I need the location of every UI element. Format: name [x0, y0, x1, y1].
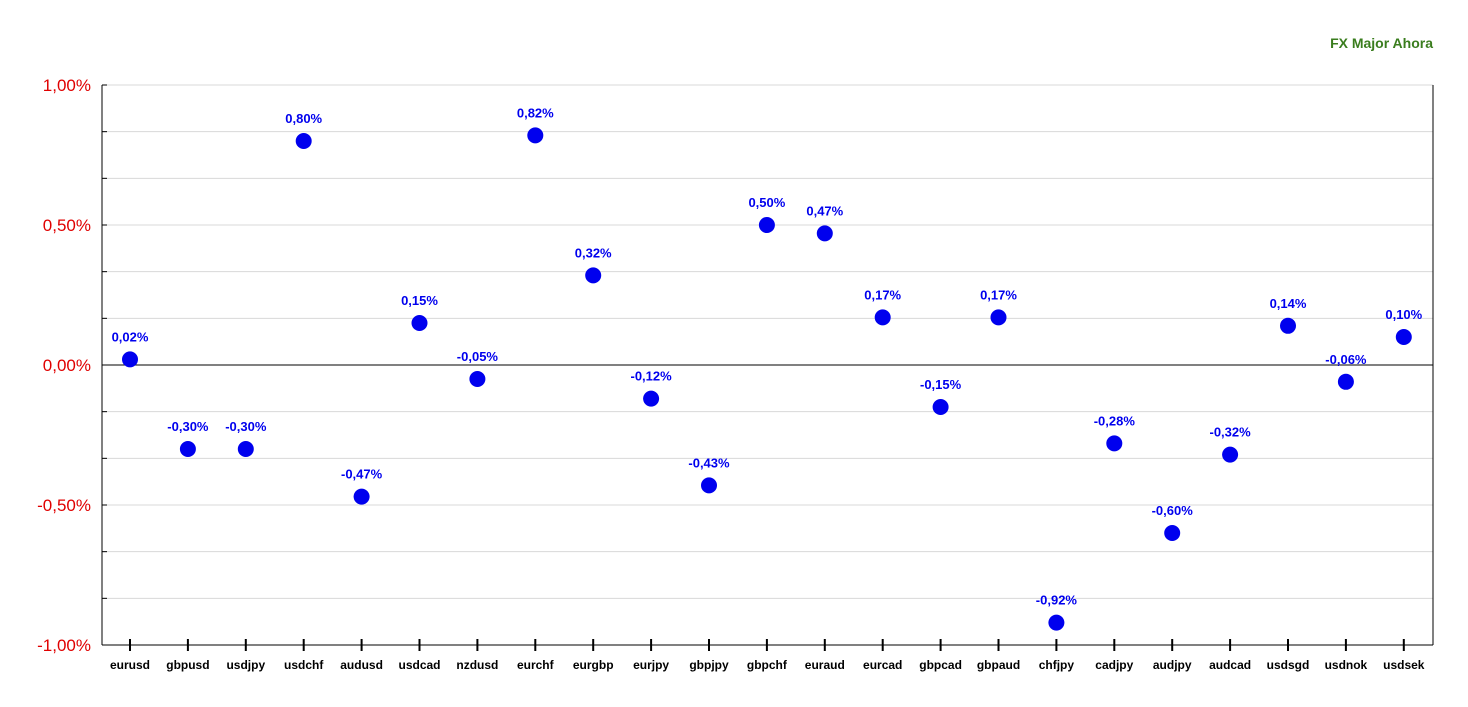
- data-label: -0,12%: [630, 369, 672, 384]
- data-point: [469, 371, 486, 387]
- data-label: 0,47%: [806, 203, 843, 218]
- data-point: [816, 225, 833, 242]
- data-point: [179, 441, 196, 457]
- x-tick-label: euraud: [805, 658, 845, 672]
- data-point: [527, 127, 544, 144]
- data-label: 0,10%: [1385, 307, 1422, 322]
- x-tick-label: chfjpy: [1039, 658, 1075, 672]
- x-tick-label: audjpy: [1153, 658, 1192, 672]
- x-tick-label: usdcad: [398, 658, 440, 672]
- x-tick-label: usdsgd: [1267, 658, 1310, 672]
- data-label: 0,15%: [401, 293, 438, 308]
- data-label: 0,82%: [517, 105, 554, 120]
- x-tick-label: eurgbp: [573, 658, 614, 672]
- data-labels: 0,02% -0,30% -0,30% 0,80% -0,47% 0,15% -0,05% 0…: [112, 105, 1423, 607]
- data-label: -0,60%: [1152, 503, 1194, 518]
- data-label: -0,92%: [1036, 593, 1078, 608]
- data-point: [990, 309, 1007, 326]
- data-label: -0,15%: [920, 377, 962, 392]
- data-point: [1222, 446, 1239, 463]
- gridlines: [102, 84, 1433, 646]
- y-tick-label: 1,00%: [43, 76, 91, 95]
- data-point: [1164, 525, 1181, 541]
- data-label: -0,43%: [688, 455, 730, 470]
- x-tick-label: usdjpy: [226, 658, 265, 672]
- data-label: -0,30%: [167, 419, 209, 434]
- data-label: 0,80%: [285, 111, 322, 126]
- data-point: [874, 309, 891, 326]
- data-label: -0,06%: [1325, 352, 1367, 367]
- axes: [101, 84, 1434, 651]
- data-label: 0,50%: [748, 195, 785, 210]
- x-tick-label: audusd: [340, 658, 383, 672]
- x-tick-label: nzdusd: [456, 658, 498, 672]
- x-tick-label: gbpaud: [977, 658, 1020, 672]
- data-point: [122, 351, 138, 368]
- x-tick-label: eurusd: [110, 658, 150, 672]
- data-point: [585, 267, 602, 284]
- x-tick-label: usdnok: [1325, 658, 1368, 672]
- x-tick-label: audcad: [1209, 658, 1251, 672]
- x-tick-label: eurchf: [517, 658, 555, 672]
- data-point: [1395, 329, 1412, 345]
- data-point: [1280, 317, 1296, 334]
- x-tick-label: cadjpy: [1095, 658, 1133, 672]
- y-tick-label: 0,00%: [43, 356, 91, 375]
- x-tick-label: usdsek: [1383, 658, 1425, 672]
- x-tick-label: gbpcad: [919, 658, 962, 672]
- data-point: [353, 488, 370, 505]
- data-label: 0,14%: [1270, 296, 1307, 311]
- x-tick-label: eurcad: [863, 658, 902, 672]
- data-label: 0,02%: [112, 329, 149, 344]
- x-tick-labels: eurusd gbpusd usdjpy usdchf audusd usdcad nzdu…: [110, 658, 1425, 672]
- data-label: -0,05%: [457, 349, 499, 364]
- data-point: [295, 133, 312, 149]
- data-label: 0,17%: [864, 287, 901, 302]
- x-tick-label: gbpjpy: [689, 658, 729, 672]
- x-tick-label: gbpchf: [747, 658, 788, 672]
- data-label: -0,30%: [225, 419, 267, 434]
- data-point: [701, 477, 717, 494]
- data-label: -0,32%: [1209, 425, 1251, 440]
- data-label: 0,32%: [575, 245, 612, 260]
- data-label: -0,47%: [341, 467, 383, 482]
- x-tick-label: usdchf: [284, 658, 324, 672]
- data-point: [1337, 373, 1354, 390]
- chart-title: FX Major Ahora: [1330, 35, 1433, 51]
- y-tick-labels: 1,00% 0,50% 0,00% -0,50% -1,00%: [37, 76, 91, 655]
- data-label: -0,28%: [1094, 413, 1136, 428]
- x-tick-label: gbpusd: [166, 658, 209, 672]
- data-points: [122, 127, 1412, 631]
- y-tick-label: -1,00%: [37, 636, 91, 655]
- data-point: [758, 217, 775, 233]
- data-point: [932, 399, 949, 415]
- data-point: [411, 315, 428, 331]
- y-tick-label: -0,50%: [37, 496, 91, 515]
- data-point: [643, 390, 660, 407]
- x-tick-label: eurjpy: [633, 658, 669, 672]
- data-point: [237, 441, 254, 457]
- data-label: 0,17%: [980, 287, 1017, 302]
- data-point: [1048, 614, 1065, 631]
- data-point: [1106, 435, 1123, 452]
- y-tick-label: 0,50%: [43, 216, 91, 235]
